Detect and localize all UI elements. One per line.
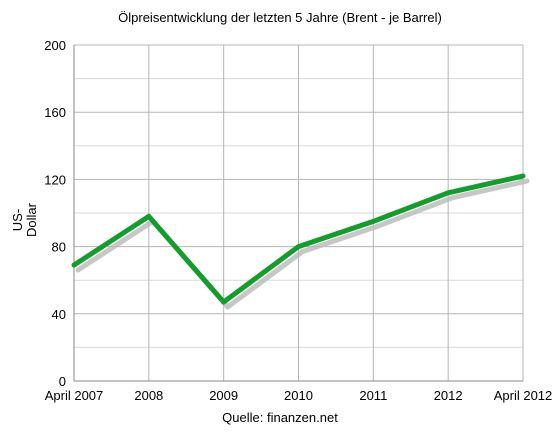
source-note: Quelle: finanzen.net [222,410,338,425]
y-tick-label: 40 [52,307,66,322]
data-point [71,262,77,268]
data-point [221,299,227,305]
x-tick-label: 2012 [434,388,463,403]
x-tick-label: 2009 [209,388,238,403]
x-tick-label: April 2012 [494,388,553,403]
x-tick-label: 2010 [284,388,313,403]
data-point [445,190,451,196]
x-tick-label: 2008 [134,388,163,403]
data-point [296,244,301,250]
y-tick-label: 80 [52,240,66,255]
y-tick-label: 200 [44,38,66,53]
data-point [370,218,376,224]
y-tick-label: 120 [44,172,66,187]
data-point [146,213,152,219]
x-tick-label: 2011 [359,388,387,403]
chart-title: Ölpreisentwicklung der letzten 5 Jahre (… [118,10,442,25]
data-point [520,173,526,179]
y-tick-label: 160 [44,105,66,120]
x-tick-label: April 2007 [45,388,104,403]
y-tick-label: 0 [59,374,66,389]
